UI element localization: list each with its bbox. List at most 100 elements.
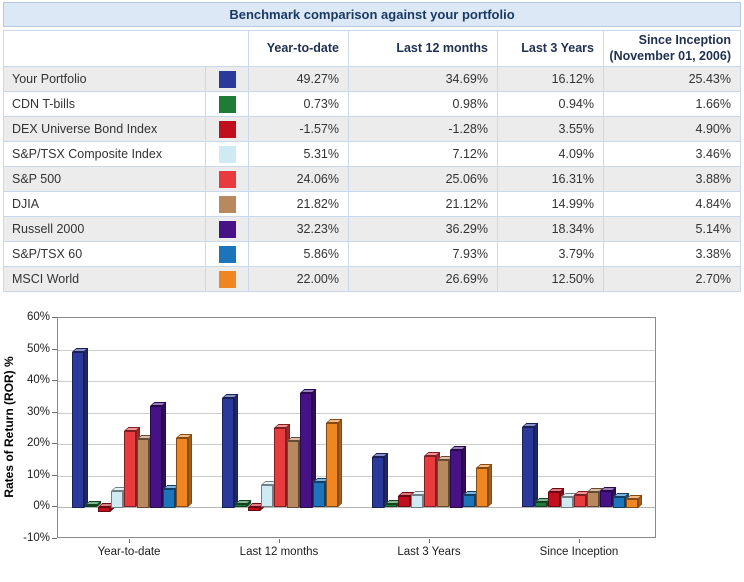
bar-djia-cat0 (137, 435, 154, 508)
table-body: Your Portfolio 49.27% 34.69% 16.12% 25.43% CD… (3, 66, 741, 293)
bar-russell-2000-cat0 (150, 402, 167, 508)
bar-s-p-tsx-60-cat0 (163, 485, 180, 508)
bar-russell-2000-cat2 (450, 446, 467, 508)
series-color-swatch (218, 120, 236, 138)
header-empty-cell (3, 29, 249, 68)
bar-s-p-tsx-composite-index-cat1 (261, 481, 278, 507)
bar-djia-cat2 (437, 456, 454, 507)
series-color-swatch (218, 70, 236, 88)
y-axis-tick-label: 10% (26, 469, 50, 481)
bar-s-p-500-cat2 (424, 452, 441, 507)
x-axis-tick (579, 539, 580, 543)
x-axis-category-label: Last 12 months (239, 546, 319, 558)
y-axis-tick-label: 60% (26, 311, 50, 323)
bar-your-portfolio-cat0 (72, 348, 89, 508)
series-color-swatch (218, 220, 236, 238)
x-axis-category-label: Last 3 Years (397, 546, 461, 558)
row-value: 16.31% (497, 166, 604, 193)
bar-msci-world-cat3 (626, 495, 643, 508)
row-label: CDN T-bills (3, 91, 206, 118)
bar-cdn-t-bills-cat3 (535, 498, 552, 507)
plot-area (57, 317, 656, 538)
y-axis-tick (52, 317, 57, 318)
row-value: 26.69% (348, 266, 498, 293)
row-value: 25.06% (348, 166, 498, 193)
y-axis-tick (52, 475, 57, 476)
row-value: 1.66% (603, 91, 741, 118)
bar-dex-universe-bond-index-cat3 (548, 488, 565, 507)
row-value: 0.98% (348, 91, 498, 118)
bar-s-p-tsx-composite-index-cat0 (111, 487, 128, 508)
row-swatch-cell (205, 216, 249, 243)
row-value: 21.12% (348, 191, 498, 218)
gridline (58, 444, 655, 445)
row-value: 4.90% (603, 116, 741, 143)
series-color-swatch (218, 270, 236, 288)
bar-s-p-500-cat0 (124, 427, 141, 507)
row-swatch-cell (205, 66, 249, 93)
row-swatch-cell (205, 116, 249, 143)
row-value: 0.94% (497, 91, 604, 118)
series-color-swatch (218, 195, 236, 213)
row-value: 5.31% (248, 141, 349, 168)
bar-djia-cat3 (587, 488, 604, 507)
y-axis-tick-label: 50% (26, 343, 50, 355)
x-axis-category-label: Since Inception (539, 546, 619, 558)
gridline (58, 413, 655, 414)
row-value: 16.12% (497, 66, 604, 93)
y-axis-tick-label: 30% (26, 406, 50, 418)
table-row: CDN T-bills 0.73% 0.98% 0.94% 1.66% (3, 91, 741, 118)
row-value: 34.69% (348, 66, 498, 93)
row-label: DJIA (3, 191, 206, 218)
table-row: Your Portfolio 49.27% 34.69% 16.12% 25.43% (3, 66, 741, 93)
bar-msci-world-cat0 (176, 434, 193, 507)
row-value: 4.84% (603, 191, 741, 218)
column-header-0: Year-to-date (248, 29, 349, 68)
row-value: -1.57% (248, 116, 349, 143)
y-axis-tick-label: -10% (23, 532, 50, 544)
gridline (58, 381, 655, 382)
benchmark-table: Year-to-date Last 12 months Last 3 Years Si… (3, 29, 741, 293)
x-axis-tick (129, 539, 130, 543)
row-value: 3.88% (603, 166, 741, 193)
row-value: 36.29% (348, 216, 498, 243)
bar-your-portfolio-cat2 (372, 453, 389, 508)
row-label: S&P/TSX Composite Index (3, 141, 206, 168)
table-row: S&P 500 24.06% 25.06% 16.31% 3.88% (3, 166, 741, 193)
bar-djia-cat1 (287, 437, 304, 508)
row-value: 14.99% (497, 191, 604, 218)
row-swatch-cell (205, 141, 249, 168)
gridline (58, 476, 655, 477)
bar-dex-universe-bond-index-cat2 (398, 492, 415, 507)
bar-cdn-t-bills-cat1 (235, 500, 252, 507)
y-axis-tick (52, 349, 57, 350)
table-row: S&P/TSX Composite Index 5.31% 7.12% 4.09% 3.… (3, 141, 741, 168)
table-row: MSCI World 22.00% 26.69% 12.50% 2.70% (3, 266, 741, 293)
bar-dex-universe-bond-index-cat1 (248, 503, 265, 511)
bar-msci-world-cat2 (476, 464, 493, 507)
series-color-swatch (218, 245, 236, 263)
table-row: DJIA 21.82% 21.12% 14.99% 4.84% (3, 191, 741, 218)
row-swatch-cell (205, 166, 249, 193)
table-row: Russell 2000 32.23% 36.29% 18.34% 5.14% (3, 216, 741, 243)
row-label: S&P 500 (3, 166, 206, 193)
series-color-swatch (218, 145, 236, 163)
y-axis-tick-label: 20% (26, 437, 50, 449)
gridline (58, 507, 655, 508)
row-value: 3.46% (603, 141, 741, 168)
row-label: S&P/TSX 60 (3, 241, 206, 268)
y-axis-tick (52, 380, 57, 381)
bar-s-p-tsx-60-cat1 (313, 478, 330, 507)
row-value: 3.38% (603, 241, 741, 268)
row-label: MSCI World (3, 266, 206, 293)
x-axis-tick (279, 539, 280, 543)
bar-cdn-t-bills-cat0 (85, 501, 102, 507)
column-header-1: Last 12 months (348, 29, 498, 68)
row-value: 22.00% (248, 266, 349, 293)
row-label: Russell 2000 (3, 216, 206, 243)
row-value: 32.23% (248, 216, 349, 243)
bar-dex-universe-bond-index-cat0 (98, 503, 115, 512)
row-value: 4.09% (497, 141, 604, 168)
table-row: DEX Universe Bond Index -1.57% -1.28% 3.55%… (3, 116, 741, 143)
